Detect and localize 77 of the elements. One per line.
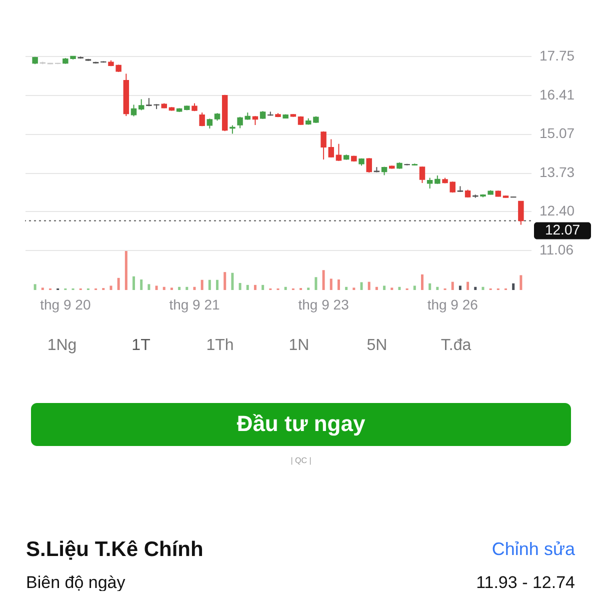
bar — [216, 280, 219, 290]
text: S.Liệu T.Kê Chính — [26, 538, 204, 561]
bar — [345, 286, 348, 290]
bar — [520, 275, 522, 290]
x-tick-label: thg 9 26 — [427, 296, 478, 312]
bar — [193, 286, 196, 290]
bar — [474, 286, 477, 290]
bar — [238, 282, 242, 290]
bar — [155, 286, 158, 290]
bar — [284, 286, 287, 290]
ref-line-label: 12.07 — [544, 222, 580, 238]
bar — [208, 280, 211, 290]
text: 1T — [132, 337, 151, 354]
bar — [162, 286, 166, 290]
candlestick — [130, 104, 137, 117]
text: Chỉnh sửa — [492, 539, 576, 559]
bar — [224, 272, 226, 290]
bar — [117, 278, 120, 290]
bar — [466, 282, 470, 290]
bar — [482, 286, 484, 290]
bar — [110, 286, 112, 290]
bar — [254, 284, 256, 290]
bar — [337, 279, 340, 290]
bar — [262, 284, 264, 290]
bar — [246, 284, 249, 290]
candlestick — [328, 138, 334, 158]
bar — [383, 286, 386, 290]
bar — [436, 286, 439, 290]
bar — [178, 286, 181, 290]
bar — [186, 286, 188, 290]
text: 1Ng — [47, 337, 77, 354]
text: T.đa — [440, 337, 472, 354]
bar — [360, 282, 363, 290]
text: | QC | — [290, 456, 312, 465]
candlestick — [206, 118, 213, 129]
text: 11.93 - 12.74 — [476, 573, 575, 592]
bar — [512, 283, 515, 290]
x-tick-label: thg 9 21 — [169, 296, 220, 312]
bar — [34, 284, 36, 290]
bar — [420, 274, 424, 290]
bar — [458, 286, 462, 290]
text: Đầu tư ngay — [236, 411, 366, 436]
bar — [148, 284, 150, 290]
candlestick — [199, 112, 205, 127]
text: 5N — [366, 337, 388, 354]
bar — [132, 276, 136, 290]
candlestick — [419, 166, 426, 184]
bar — [314, 277, 318, 290]
candlestick — [320, 130, 326, 160]
candlestick — [138, 98, 144, 111]
bar — [398, 286, 401, 290]
y-tick-label: 12.40 — [540, 202, 575, 219]
text: 1Th — [206, 337, 234, 354]
candlestick — [237, 116, 243, 129]
bar — [413, 286, 416, 290]
text: 1N — [288, 337, 310, 354]
y-tick-label: 15.07 — [540, 125, 575, 142]
bar — [124, 251, 128, 290]
bar — [200, 280, 204, 290]
x-tick-label: thg 9 23 — [298, 296, 350, 312]
bar — [322, 270, 325, 290]
y-tick-label: 16.41 — [540, 86, 575, 102]
bar — [428, 283, 432, 290]
bar — [451, 282, 454, 290]
bar — [375, 286, 378, 290]
bar — [231, 272, 234, 290]
candlestick — [336, 143, 342, 162]
x-tick-label: thg 9 20 — [40, 296, 91, 312]
candlestick — [366, 158, 372, 174]
y-tick-label: 13.73 — [540, 164, 575, 180]
bar — [330, 278, 332, 290]
y-tick-label: 17.75 — [540, 48, 575, 64]
y-tick-label: 11.06 — [540, 242, 574, 258]
candlestick — [426, 177, 433, 190]
bar — [140, 279, 143, 290]
bar — [368, 282, 370, 290]
candlestick — [518, 200, 524, 226]
